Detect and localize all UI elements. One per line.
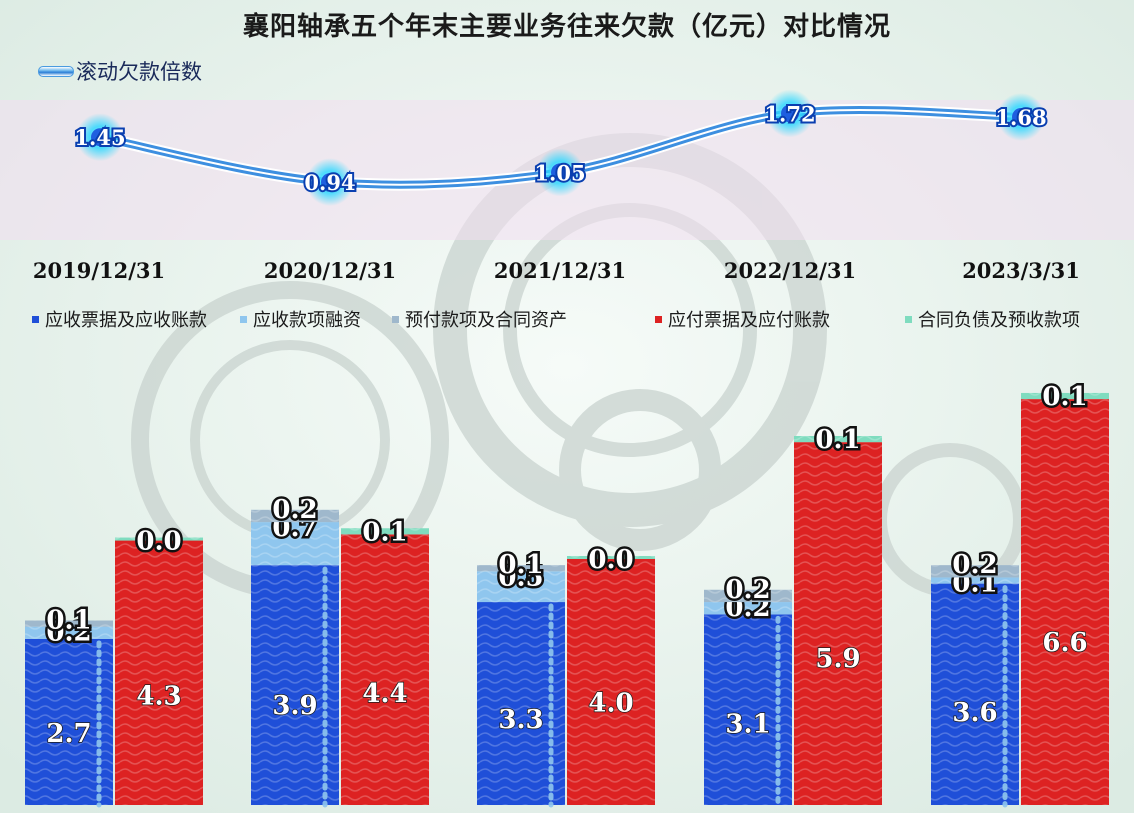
bar-texture xyxy=(567,559,655,805)
bar-value-label: 3.6 xyxy=(952,698,997,728)
legend-item-contract-liabilities: 合同负债及预收款项 xyxy=(905,306,1080,332)
category-label: 2019/12/31 xyxy=(32,258,166,283)
line-point xyxy=(321,173,339,192)
category-label: 2023/3/31 xyxy=(962,258,1080,283)
legend-label: 应付票据及应付账款 xyxy=(668,310,830,331)
bar-texture xyxy=(704,602,792,615)
line-point xyxy=(781,104,799,123)
bar-value-label: 5.9 xyxy=(815,644,860,674)
bar-value-label: 0.1 xyxy=(1042,382,1087,412)
category-label: 2022/12/31 xyxy=(723,258,857,283)
bar-texture xyxy=(794,442,882,805)
bar-texture xyxy=(477,571,565,603)
bar-value-label: 4.0 xyxy=(588,689,633,719)
line-value-label: 1.45 xyxy=(74,125,125,150)
legend-label: 应收款项融资 xyxy=(253,310,361,331)
legend-label: 合同负债及预收款项 xyxy=(918,310,1080,331)
legend-swatch xyxy=(240,315,247,323)
bar-texture xyxy=(25,626,113,639)
bar-value-label: 3.3 xyxy=(498,705,543,735)
bar-value-label: 0.2 xyxy=(272,495,317,525)
bar-value-label: 0.1 xyxy=(362,517,407,547)
legend-swatch xyxy=(905,315,912,323)
line-legend: 滚动欠款倍数 xyxy=(38,56,202,86)
bar-value-label: 0.1 xyxy=(498,550,543,580)
line-legend-swatch xyxy=(38,65,74,77)
bar-texture xyxy=(115,537,203,541)
bar-value-label: 0.1 xyxy=(815,425,860,455)
bar-texture xyxy=(1021,392,1109,400)
line-value-label: 1.68 xyxy=(995,105,1046,130)
bar-value-label: 4.3 xyxy=(136,682,181,712)
bar-value-label: 0.0 xyxy=(136,527,181,557)
bar-value-label: 3.1 xyxy=(725,710,770,740)
line-value-label: 1.05 xyxy=(534,160,585,185)
bar-texture xyxy=(251,522,339,566)
bar-texture xyxy=(341,534,429,805)
bar-value-label: 2.7 xyxy=(46,719,91,749)
bar-value-label: 3.9 xyxy=(272,691,317,721)
bar-value-label: 0.0 xyxy=(588,545,633,575)
bar-texture xyxy=(567,556,655,559)
bar-texture xyxy=(341,528,429,535)
legend-swatch xyxy=(655,315,662,323)
category-label: 2020/12/31 xyxy=(263,258,397,283)
chart-title: 襄阳轴承五个年末主要业务往来欠款（亿元）对比情况 xyxy=(242,12,891,42)
category-label: 2021/12/31 xyxy=(493,258,627,283)
legend-item-prepayments: 预付款项及合同资产 xyxy=(392,306,567,332)
bar-texture xyxy=(704,589,792,603)
bar-texture xyxy=(931,577,1019,584)
legend-swatch xyxy=(392,315,399,323)
bar-texture xyxy=(477,565,565,572)
bar-texture xyxy=(115,540,203,805)
line-legend-label: 滚动欠款倍数 xyxy=(76,60,202,84)
legend-item-payable: 应付票据及应付账款 xyxy=(655,306,830,332)
line-point xyxy=(551,163,569,182)
line-point xyxy=(91,128,109,147)
bar-texture xyxy=(251,509,339,523)
legend-item-receivable: 应收票据及应收账款 xyxy=(32,306,207,332)
legend-item-receivable-financing: 应收款项融资 xyxy=(240,306,361,332)
bar-texture xyxy=(794,436,882,443)
bar-value-label: 0.2 xyxy=(952,550,997,580)
legend-label: 应收票据及应收账款 xyxy=(45,310,207,331)
bar-value-label: 6.6 xyxy=(1042,628,1087,658)
legend-label: 预付款项及合同资产 xyxy=(405,310,567,331)
bar-texture xyxy=(25,620,113,627)
legend-swatch xyxy=(32,315,39,323)
bar-texture xyxy=(1021,399,1109,805)
bar-value-label: 0.1 xyxy=(46,606,91,636)
bar-value-label: 0.2 xyxy=(725,575,770,605)
line-value-label: 0.94 xyxy=(304,170,355,195)
bar-texture xyxy=(931,565,1019,578)
bar-value-label: 4.4 xyxy=(362,679,407,709)
line-point xyxy=(1012,107,1030,126)
line-value-label: 1.72 xyxy=(764,101,815,126)
